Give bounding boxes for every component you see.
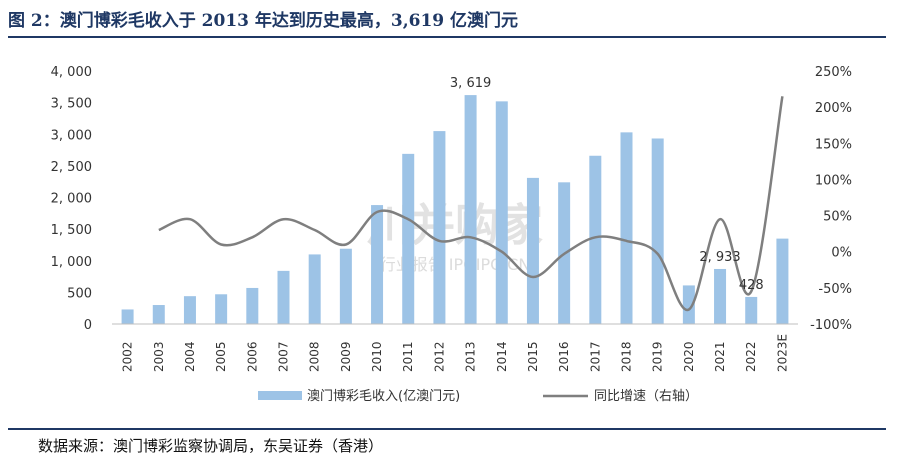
x-tick-label: 2023E	[775, 334, 789, 372]
left-axis-tick-label: 1, 500	[51, 223, 92, 238]
title-rule	[8, 36, 886, 38]
bar	[277, 270, 290, 324]
data-label: 2, 933	[699, 250, 740, 265]
x-tick-label: 2017	[588, 341, 602, 372]
right-axis-tick-label: 0%	[831, 246, 852, 261]
bar	[402, 153, 415, 324]
x-tick-label: 2016	[557, 341, 571, 372]
data-labels: 3, 619 2, 933 428	[450, 76, 764, 293]
left-axis-tick-label: 2, 500	[51, 160, 92, 175]
x-tick-label: 2018	[620, 341, 634, 372]
data-label: 428	[739, 278, 764, 293]
bar	[745, 296, 758, 324]
left-axis-tick-label: 1, 000	[51, 255, 92, 270]
bar	[215, 294, 228, 324]
x-tick-label: 2020	[682, 341, 696, 372]
bar	[714, 268, 727, 324]
right-axis-tick-label: -100%	[810, 318, 852, 333]
x-tick-label: 2006	[245, 341, 259, 372]
right-axis-tick-label: -50%	[818, 282, 852, 297]
watermark-sub: 行业报告 IPOIPO.CN	[380, 255, 531, 274]
x-tick-label: 2011	[401, 341, 415, 372]
bar	[776, 238, 789, 324]
x-tick-label: 2021	[713, 341, 727, 372]
legend-bar-swatch	[258, 391, 302, 400]
bar	[121, 309, 134, 324]
x-tick-label: 2014	[495, 341, 509, 372]
bar	[308, 254, 321, 324]
x-tick-label: 2009	[339, 341, 353, 372]
legend: 澳门博彩毛收入(亿澳门元) 同比增速（右轴）	[258, 388, 698, 404]
data-label: 3, 619	[450, 76, 491, 91]
x-tick-label: 2007	[277, 341, 291, 372]
bar	[682, 285, 695, 324]
bar	[495, 101, 508, 324]
x-tick-label: 2004	[183, 341, 197, 372]
right-axis-tick-label: 100%	[815, 173, 852, 188]
legend-line-label: 同比增速（右轴）	[594, 389, 698, 404]
x-tick-label: 2008	[308, 341, 322, 372]
x-tick-label: 2013	[464, 341, 478, 372]
source-rule	[8, 428, 886, 430]
bar	[620, 132, 633, 324]
legend-bar-label: 澳门博彩毛收入(亿澳门元)	[307, 388, 460, 404]
bar	[246, 287, 259, 324]
left-axis-tick-label: 500	[67, 286, 92, 301]
right-axis-tick-label: 150%	[815, 137, 852, 152]
left-axis-tick-label: 0	[84, 318, 92, 333]
figure-title: 图 2：澳门博彩毛收入于 2013 年达到历史最高，3,619 亿澳门元	[8, 11, 519, 31]
bar	[183, 296, 196, 324]
growth-line	[158, 96, 784, 311]
bar	[464, 95, 477, 324]
bar	[526, 177, 539, 324]
x-tick-label: 2022	[744, 341, 758, 372]
x-axis-labels: 2002 2003 2004 2005 2006 2007 2008 2009 2010 2011…	[121, 334, 790, 372]
right-axis-tick-label: 200%	[815, 101, 852, 116]
bar	[371, 205, 384, 324]
right-axis-tick-label: 50%	[823, 210, 852, 225]
bar	[152, 305, 165, 324]
left-axis-tick-label: 3, 000	[51, 128, 92, 143]
x-tick-label: 2015	[526, 341, 540, 372]
x-tick-label: 2003	[152, 341, 166, 372]
bar	[589, 155, 602, 324]
bar	[651, 138, 664, 324]
watermark-main: 川并购家	[367, 200, 543, 251]
x-tick-label: 2012	[432, 341, 446, 372]
watermark: 川并购家 行业报告 IPOIPO.CN	[367, 200, 543, 274]
right-axis: -100% -50% 0% 50% 100% 150% 200% 250%	[810, 65, 852, 333]
x-tick-label: 2010	[370, 341, 384, 372]
right-axis-tick-label: 250%	[815, 65, 852, 80]
x-tick-label: 2005	[214, 341, 228, 372]
left-axis-tick-label: 3, 500	[51, 97, 92, 112]
bar	[433, 131, 446, 324]
left-axis: 0 500 1, 000 1, 500 2, 000 2, 500 3, 000 3, 500…	[51, 65, 92, 333]
left-axis-tick-label: 4, 000	[51, 65, 92, 80]
bar-series	[121, 95, 789, 324]
left-axis-tick-label: 2, 000	[51, 192, 92, 207]
bar	[339, 248, 352, 324]
x-tick-label: 2002	[121, 341, 135, 372]
source-note: 数据来源：澳门博彩监察协调局，东吴证券（香港）	[38, 437, 384, 455]
x-tick-label: 2019	[651, 341, 665, 372]
